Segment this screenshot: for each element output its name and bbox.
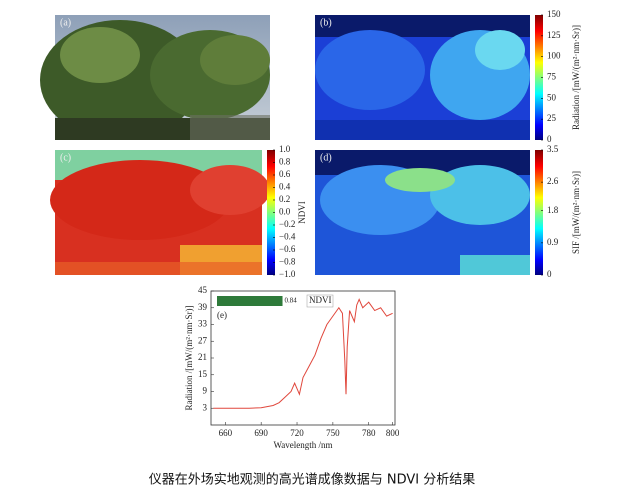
y-tick-label: 45 [198,285,208,295]
colorbar-tick-label: 0.8 [279,157,291,167]
colorbar-tick-label: 0.9 [547,237,559,247]
x-tick-label: 660 [219,428,233,438]
spectrum-line [213,298,393,409]
panel-label: (a) [60,17,71,28]
y-tick-label: 21 [198,352,207,362]
colorbar-label: SIF /[mW/(m²·nm·Sr)] [571,171,581,254]
panel-label: (d) [320,152,332,163]
y-tick-label: 27 [198,335,208,345]
colorbar [267,150,275,275]
colorbar-tick-label: 0 [547,134,552,144]
y-tick-label: 15 [198,369,208,379]
ndvi-value-label: 0.84 [285,297,298,305]
y-axis-label: Radiation /[mW/(m²·nm·Sr)] [184,306,194,411]
y-tick-label: 3 [203,402,208,412]
colorbar-label: NDVI [297,201,307,224]
colorbar-tick-label: 2.6 [547,176,559,186]
colorbar-tick-label: 100 [547,51,561,61]
x-tick-label: 800 [386,428,400,438]
panel-label: (b) [320,17,332,28]
ndvi-label: NDVI [309,295,332,305]
photo-panel [40,15,270,140]
colorbar-tick-label: 0.6 [279,169,291,179]
colorbar-tick-label: 75 [547,72,557,82]
x-tick-label: 690 [254,428,268,438]
colorbar-tick-label: −0.8 [279,257,296,267]
colorbar-tick-label: 1.8 [547,205,559,215]
colorbar-tick-label: 150 [547,9,561,19]
colorbar-tick-label: −1.0 [279,269,296,279]
ndvi-legend-box [306,294,334,308]
colorbar-tick-label: 3.5 [547,144,559,154]
colorbar-tick-label: −0.6 [279,244,296,254]
colorbar-tick-label: 1.0 [279,144,291,154]
ndvi-bar [217,296,283,306]
panel-label: (c) [60,152,71,163]
colorbar-tick-label: 0 [547,269,552,279]
y-tick-label: 9 [203,386,208,396]
plot-frame [210,290,396,426]
panel-label: (e) [217,310,227,320]
colorbar-tick-label: 50 [547,92,557,102]
colorbar-tick-label: 0.2 [279,194,290,204]
colorbar-tick-label: −0.4 [279,232,296,242]
colorbar-tick-label: 125 [547,30,561,40]
y-tick-label: 33 [198,319,208,329]
sif-panel [315,150,530,275]
x-tick-label: 780 [362,428,376,438]
ndvi-panel [50,150,270,275]
colorbar [535,15,543,140]
colorbar-tick-label: −0.2 [279,219,295,229]
colorbar-label: Radiation /[mW/(m²·nm·Sr)] [571,25,581,130]
caption: 仪器在外场实地观测的高光谱成像数据与 NDVI 分析结果 [149,472,476,488]
colorbar-tick-label: 25 [547,113,557,123]
x-tick-label: 750 [326,428,340,438]
radiation-panel [315,15,530,140]
colorbar [535,150,543,275]
x-axis-label: Wavelength /nm [273,440,332,450]
colorbar-tick-label: 0.4 [279,182,291,192]
colorbar-tick-label: 0.0 [279,207,291,217]
x-tick-label: 720 [290,428,304,438]
y-tick-label: 39 [198,302,208,312]
